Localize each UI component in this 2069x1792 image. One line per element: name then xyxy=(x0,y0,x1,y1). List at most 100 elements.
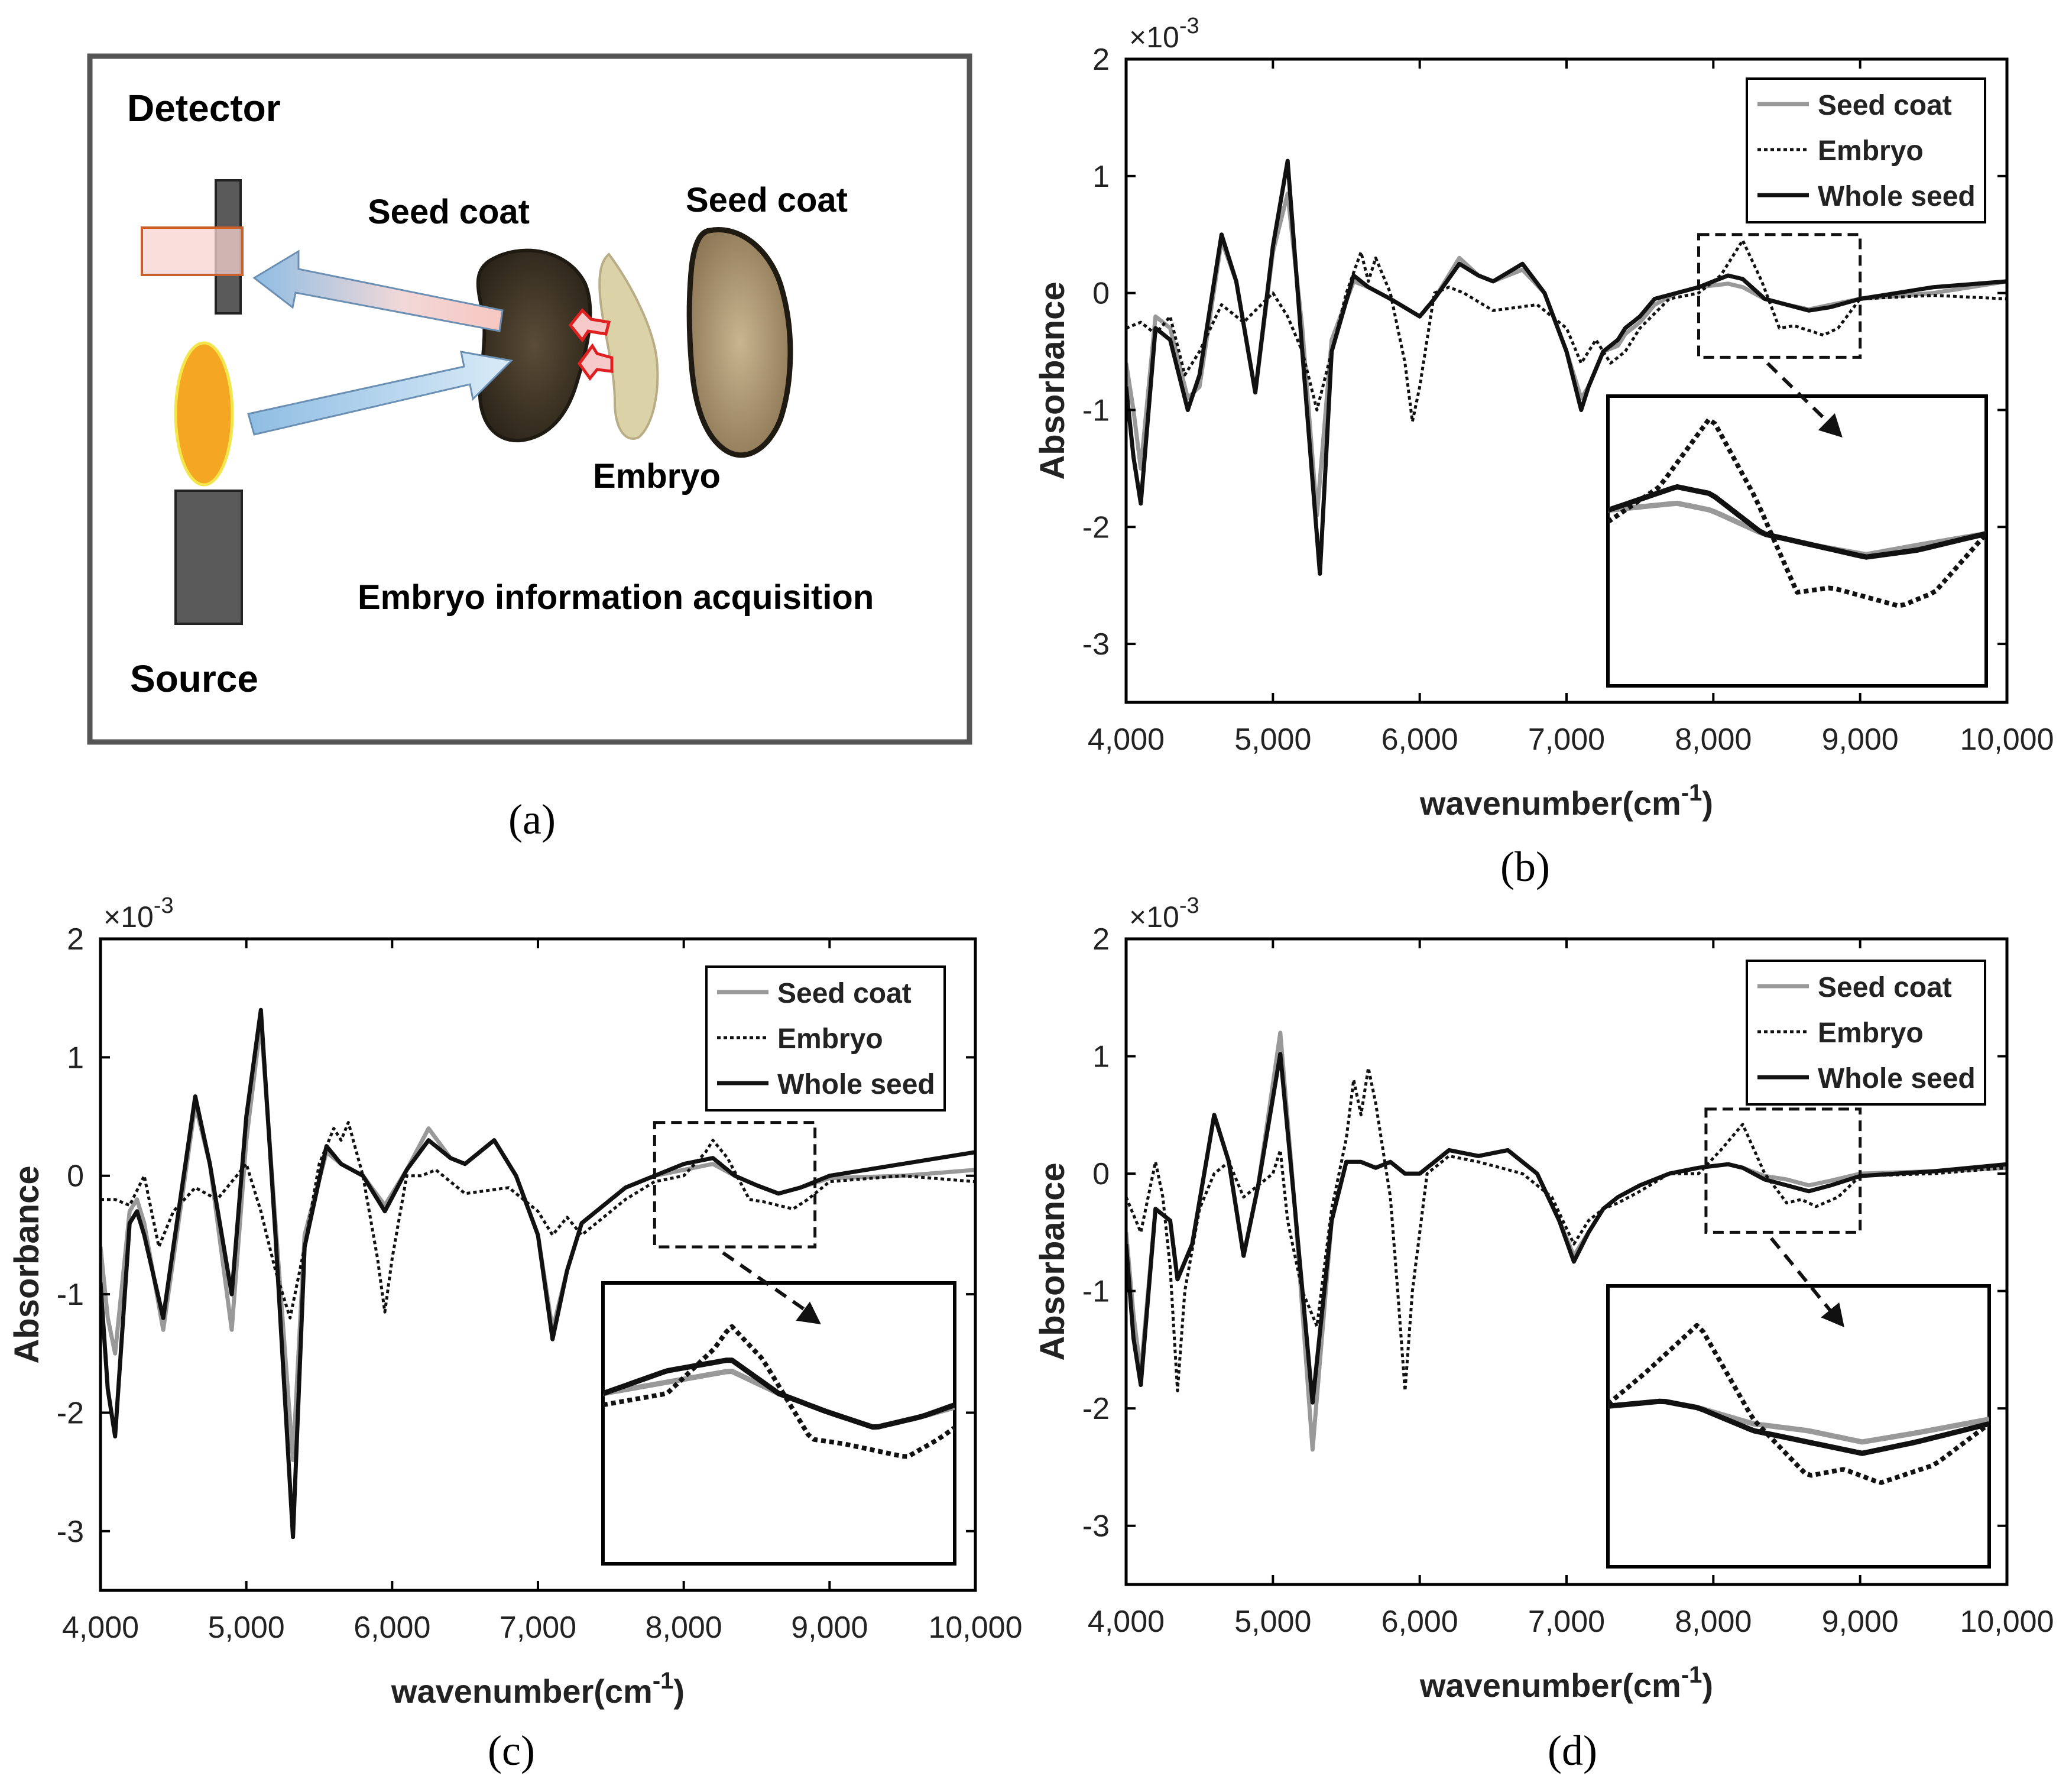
panel-a: Detector Source Seed coat Seed coat Embr… xyxy=(87,53,972,745)
x-tick-label: 6,000 xyxy=(1382,722,1458,757)
y-axis-label: Absorbance xyxy=(1033,281,1072,479)
x-tick-label: 6,000 xyxy=(1382,1605,1458,1639)
red-arrow-down xyxy=(577,343,614,381)
series-line-whole-seed xyxy=(1126,158,2007,576)
legend-entry: Seed coat xyxy=(1818,972,1952,1003)
inset-series-embryo xyxy=(1608,417,1986,608)
y-tick-label: 1 xyxy=(67,1041,84,1075)
zoom-arrow-line xyxy=(1766,362,1837,431)
source-label: Source xyxy=(130,657,258,700)
detector-label: Detector xyxy=(127,87,281,129)
y-multiplier: ×10-3 xyxy=(1129,14,1199,54)
chart-b: 4,000 5,000 6,000 7,000 8,000 9,000 10,000 -3 -2… xyxy=(1033,14,2054,890)
caption-b: (b) xyxy=(1500,843,1550,890)
zoom-region-box xyxy=(653,1121,817,1249)
x-tick-label: 4,000 xyxy=(1088,1605,1165,1639)
zoom-inset-box xyxy=(601,1281,956,1566)
inset-series-whole-seed xyxy=(1608,484,1986,560)
legend-entry: Embryo xyxy=(1818,1017,1924,1049)
x-tick-label: 9,000 xyxy=(1822,722,1899,757)
x-axis-label: wavenumber(cm-1) xyxy=(1419,1662,1713,1704)
y-tick-label: -2 xyxy=(57,1396,84,1430)
y-multiplier: ×10-3 xyxy=(103,893,174,934)
incident-light-arrow xyxy=(247,351,514,436)
y-tick-label: 2 xyxy=(67,922,84,957)
zoom-region-box xyxy=(1697,233,1862,359)
zoom-region-box xyxy=(1704,1107,1862,1234)
zoom-arrow-head xyxy=(796,1301,821,1324)
source-lamp xyxy=(174,490,243,625)
x-tick-label: 8,000 xyxy=(1675,722,1752,757)
zoom-inset-box xyxy=(1606,1284,1991,1569)
detector-window xyxy=(141,226,244,276)
y-tick-label: -1 xyxy=(57,1278,84,1312)
x-tick-label: 10,000 xyxy=(1960,722,2054,757)
acquisition-label: Embryo information acquisition xyxy=(358,578,874,617)
seed-coat-label-right: Seed coat xyxy=(686,181,848,219)
caption-a: (a) xyxy=(508,796,556,843)
y-tick-label: 0 xyxy=(67,1159,84,1194)
x-axis-label: wavenumber(cm-1) xyxy=(1419,780,1713,822)
series-line-embryo xyxy=(1126,239,2007,423)
y-tick-label: 2 xyxy=(1092,43,1110,77)
light-seed-coat xyxy=(686,227,793,458)
legend-entry: Seed coat xyxy=(1818,90,1952,121)
y-tick-label: -1 xyxy=(1082,1275,1110,1309)
x-tick-label: 7,000 xyxy=(1528,1605,1605,1639)
x-axis-label: wavenumber(cm-1) xyxy=(391,1668,685,1710)
y-tick-label: -2 xyxy=(1082,510,1110,545)
x-tick-label: 10,000 xyxy=(1960,1605,2054,1639)
x-tick-label: 9,000 xyxy=(791,1610,868,1645)
embryo-label: Embryo xyxy=(593,457,721,495)
inset-series-embryo xyxy=(1608,1323,1989,1485)
embryo-shape xyxy=(598,252,659,440)
x-tick-label: 4,000 xyxy=(62,1610,139,1645)
legend-entry: Seed coat xyxy=(777,978,912,1009)
y-axis-label: Absorbance xyxy=(8,1165,46,1363)
source-flame xyxy=(174,341,234,487)
y-multiplier: ×10-3 xyxy=(1129,893,1199,934)
x-tick-label: 8,000 xyxy=(1675,1605,1752,1639)
x-tick-label: 7,000 xyxy=(500,1610,576,1645)
inset-series-whole-seed xyxy=(1608,1398,1989,1456)
caption-c: (c) xyxy=(488,1727,535,1774)
legend-entry: Whole seed xyxy=(1818,181,1976,212)
inset-series-whole-seed xyxy=(603,1357,955,1430)
y-tick-label: -3 xyxy=(57,1515,84,1549)
x-tick-label: 5,000 xyxy=(208,1610,285,1645)
series-line-embryo xyxy=(100,1121,975,1320)
series-line-whole-seed xyxy=(100,1007,975,1540)
x-tick-label: 6,000 xyxy=(354,1610,430,1645)
x-tick-label: 10,000 xyxy=(928,1610,1022,1645)
reflected-light-arrow xyxy=(252,249,504,332)
y-tick-label: 0 xyxy=(1092,1157,1110,1191)
legend-entry: Embryo xyxy=(1818,135,1924,167)
legend-entry: Whole seed xyxy=(1818,1063,1976,1094)
zoom-arrow-head xyxy=(1821,1302,1844,1327)
chart-c: 4,000 5,000 6,000 7,000 8,000 9,000 10,000 -3 -2… xyxy=(8,893,1023,1774)
legend-entry: Whole seed xyxy=(777,1069,935,1100)
zoom-arrow-line xyxy=(1769,1237,1839,1320)
y-tick-label: -1 xyxy=(1082,393,1110,427)
y-tick-label: -3 xyxy=(1082,627,1110,662)
inset-series-embryo xyxy=(603,1324,955,1459)
zoom-arrow-head xyxy=(1818,413,1843,438)
y-tick-label: 0 xyxy=(1092,277,1110,311)
zoom-arrow-line xyxy=(722,1251,815,1318)
x-tick-label: 8,000 xyxy=(646,1610,722,1645)
x-tick-label: 4,000 xyxy=(1088,722,1165,757)
x-tick-label: 5,000 xyxy=(1234,1605,1311,1639)
y-tick-label: -3 xyxy=(1082,1509,1110,1544)
x-tick-label: 5,000 xyxy=(1234,722,1311,757)
y-axis-label: Absorbance xyxy=(1033,1162,1072,1360)
series-line-embryo xyxy=(1126,1066,2007,1392)
legend-entry: Embryo xyxy=(777,1023,883,1055)
y-tick-label: 1 xyxy=(1092,160,1110,194)
y-tick-label: -2 xyxy=(1082,1392,1110,1426)
series-line-whole-seed xyxy=(1126,1052,2007,1405)
x-tick-label: 9,000 xyxy=(1822,1605,1899,1639)
y-tick-label: 2 xyxy=(1092,922,1110,957)
x-tick-label: 7,000 xyxy=(1528,722,1605,757)
y-tick-label: 1 xyxy=(1092,1040,1110,1074)
